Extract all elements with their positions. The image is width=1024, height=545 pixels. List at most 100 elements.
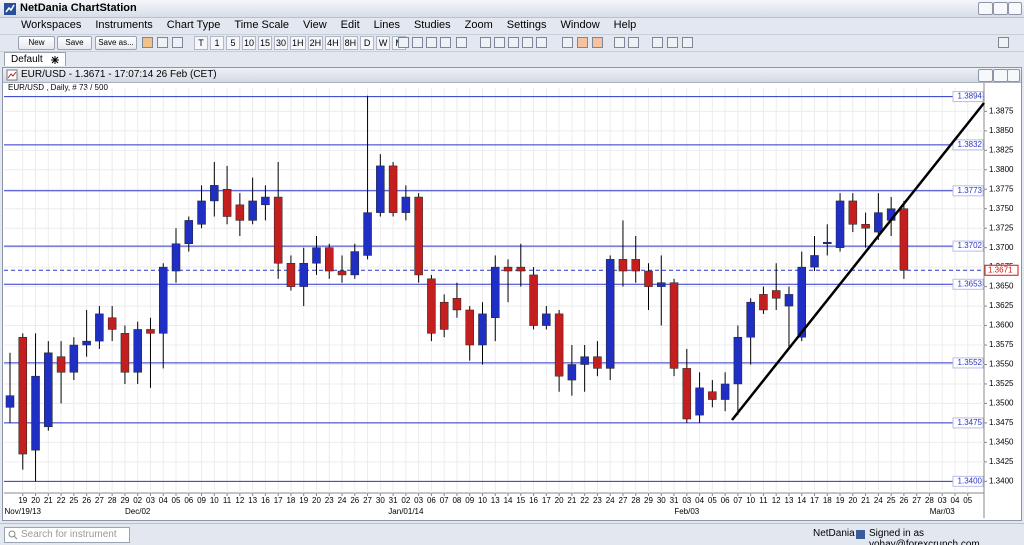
maximize-button[interactable] [993,2,1008,15]
tool-icon[interactable] [577,37,588,48]
x-tick-label: 21 [44,496,53,505]
x-tick-label: 31 [389,496,398,505]
pin-icon[interactable] [50,56,59,64]
tool-icon[interactable] [614,37,625,48]
menu-item[interactable]: Time Scale [234,19,290,31]
x-tick-label: 06 [721,496,730,505]
candle-body [542,313,551,326]
y-tick-label: 1.3475 [989,418,1014,427]
x-tick-label: 17 [542,496,551,505]
interval-button[interactable]: 8H [342,36,359,50]
tool-icon[interactable] [480,37,491,48]
menu-item[interactable]: Edit [340,19,360,31]
level-label-box [952,475,984,487]
candle-body [273,196,283,264]
interval-button[interactable]: W [376,36,391,50]
interval-button[interactable]: D [360,36,375,50]
interval-button[interactable]: 10 [242,36,257,50]
tool-icon[interactable] [667,37,678,48]
x-tick-label: 20 [312,496,321,505]
close-button[interactable] [1007,69,1020,82]
toolbar-button[interactable]: Save [57,36,92,50]
level-label: 1.3552 [958,358,983,367]
y-tick-label: 1.3775 [989,184,1014,193]
candle-body [848,200,858,225]
tool-icon[interactable] [562,37,573,48]
interval-button[interactable]: 2H [307,36,324,50]
tool-icon[interactable] [172,37,183,48]
x-tick-label: 04 [951,496,960,505]
x-tick-label: 03 [146,496,155,505]
candle-body [567,364,577,381]
menu-item[interactable]: Settings [506,19,547,31]
candle-body [18,336,28,455]
tool-icon[interactable] [157,37,168,48]
tool-icon[interactable] [456,37,467,48]
candle-body [312,247,321,264]
tool-icon[interactable] [494,37,505,48]
tool-icon[interactable] [652,37,663,48]
candle-body [478,313,487,346]
tool-icon[interactable] [536,37,547,48]
menu-item[interactable]: Studies [413,19,451,31]
interval-button[interactable]: 1 [210,36,224,50]
x-tick-label: 26 [82,496,91,505]
candle-body [56,356,66,373]
x-tick-label: 09 [197,496,206,505]
menu-item[interactable]: Zoom [464,19,493,31]
y-tick-label: 1.3575 [989,340,1014,349]
tool-icon[interactable] [998,37,1009,48]
interval-button[interactable]: 5 [226,36,240,50]
menu-item[interactable]: Chart Type [166,19,221,31]
chart-icon [6,69,18,81]
x-tick-label: 16 [529,496,538,505]
interval-button[interactable]: 1H [290,36,306,50]
menu-item[interactable]: Lines [373,19,400,31]
tool-icon[interactable] [508,37,519,48]
interval-button[interactable]: 30 [274,36,289,50]
interval-button[interactable]: 4H [325,36,341,50]
tab-bar: Default [0,51,1024,66]
minimize-button[interactable] [978,2,993,15]
level-label-box [952,185,984,197]
menu-item[interactable]: Workspaces [21,19,82,31]
menu-item[interactable]: Window [560,19,600,31]
search-input[interactable]: Search for instrument [4,527,130,543]
tool-icon[interactable] [142,37,153,48]
toolbar-button[interactable]: Save as... [95,36,137,50]
interval-button[interactable]: 15 [258,36,273,50]
tool-icon[interactable] [522,37,533,48]
y-tick-label: 1.3850 [989,126,1014,135]
y-tick-label: 1.3825 [989,145,1014,154]
candle-body [325,247,334,272]
candle-body [376,165,385,213]
workspace-tab[interactable]: Default [4,52,66,66]
menu-item[interactable]: View [303,19,327,31]
tool-icon[interactable] [412,37,423,48]
x-tick-label: 30 [376,496,385,505]
candle-body [823,241,832,245]
interval-button[interactable]: T [194,36,208,50]
x-tick-label: 21 [861,496,870,505]
candle-body [31,375,40,451]
candle-body [107,317,117,330]
x-tick-label: 29 [120,496,129,505]
close-button[interactable] [1008,2,1022,15]
brand-label: NetDania [813,528,855,539]
candle-body [669,282,679,369]
tool-icon[interactable] [592,37,603,48]
minimize-button[interactable] [978,69,993,82]
tool-icon[interactable] [682,37,693,48]
menu-item[interactable]: Instruments [95,19,153,31]
x-tick-label: 02 [401,496,410,505]
candle-body [874,212,883,233]
tool-icon[interactable] [398,37,409,48]
tool-icon[interactable] [426,37,437,48]
menu-item[interactable]: Help [613,19,637,31]
tool-icon[interactable] [440,37,451,48]
toolbar-button[interactable]: New [18,36,55,50]
candle-body [363,212,372,256]
candle-body [733,336,743,385]
tool-icon[interactable] [628,37,639,48]
